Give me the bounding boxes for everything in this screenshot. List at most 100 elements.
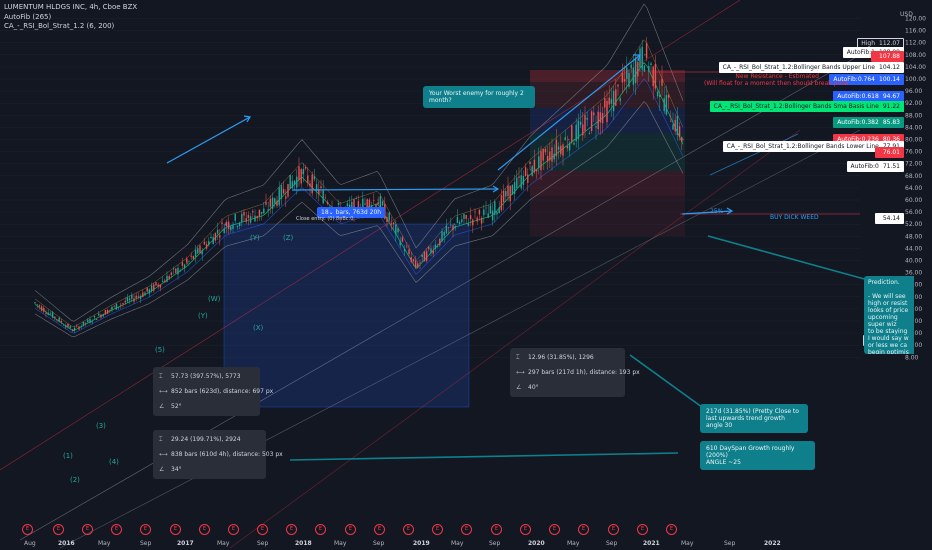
- earnings-icon[interactable]: E: [228, 524, 239, 535]
- measure-box[interactable]: ⌶ 57.73 (397.57%), 5773 ⟷ 852 bars (623d),…: [153, 367, 273, 416]
- price-tag-value: 80.36: [882, 135, 900, 143]
- arrow-drawing[interactable]: [497, 54, 641, 171]
- price-tick-label: 52.00: [905, 221, 922, 228]
- indicator-rsi-bol[interactable]: CA_-_RSI_Bol_Strat_1.2 (6, 200): [4, 22, 115, 30]
- time-tick-label: 2017: [177, 540, 194, 547]
- time-tick-label: Sep: [724, 540, 736, 547]
- resistance-note[interactable]: New Resistance - Estimated (Will float f…: [704, 73, 851, 87]
- date-range-box[interactable]: [224, 224, 469, 407]
- earnings-icon[interactable]: E: [53, 524, 64, 535]
- wave-label: (Y): [250, 234, 260, 242]
- callout-line: [707, 235, 869, 281]
- price-tag-value: 76.01: [882, 149, 900, 157]
- earnings-icon[interactable]: E: [578, 524, 589, 535]
- price-tag[interactable]: 76.01: [874, 147, 904, 159]
- earnings-icon[interactable]: E: [549, 524, 560, 535]
- earnings-icon[interactable]: E: [374, 524, 385, 535]
- price-tick-label: 44.00: [905, 245, 922, 252]
- earnings-icon[interactable]: E: [111, 524, 122, 535]
- wave-label: (Z): [283, 234, 294, 242]
- indicator-autofib[interactable]: AutoFib (265): [4, 13, 52, 21]
- prediction-note[interactable]: Prediction. - We will see high or resist…: [864, 276, 914, 354]
- earnings-icon[interactable]: E: [432, 524, 443, 535]
- price-tick-label: 120.00: [905, 16, 926, 23]
- earnings-icon[interactable]: E: [22, 524, 33, 535]
- price-tag-label: CA_-_RSI_Bol_Strat_1.2:Bollinger Bands U…: [722, 64, 875, 72]
- price-tag[interactable]: AutoFib:0.764 100.14: [829, 74, 904, 86]
- price-tag[interactable]: AutoFib:0 71.51: [846, 160, 904, 172]
- price-tag[interactable]: CA_-_RSI_Bol_Strat_1.2:Bollinger Bands U…: [718, 62, 904, 74]
- data-point: [72, 329, 74, 331]
- earnings-icon[interactable]: E: [199, 524, 210, 535]
- earnings-icon[interactable]: E: [637, 524, 648, 535]
- price-range-icon: ⌶: [159, 373, 163, 380]
- earnings-icon[interactable]: E: [257, 524, 268, 535]
- data-point: [644, 54, 646, 56]
- price-tag-value: 104.12: [879, 64, 900, 72]
- angle-icon: ∠: [159, 403, 165, 410]
- range-close-label: Close entry: (0) 8nBc:0: [296, 216, 354, 222]
- earnings-icon[interactable]: E: [140, 524, 151, 535]
- time-tick-label: May: [217, 540, 230, 547]
- data-point: [682, 138, 684, 141]
- callout-line: [629, 354, 707, 411]
- pct-label: 25%: [710, 208, 724, 215]
- trend-line[interactable]: [229, 129, 801, 549]
- price-tick-label: 56.00: [905, 209, 922, 216]
- time-tick-label: May: [567, 540, 580, 547]
- price-tag[interactable]: 107.88: [871, 50, 904, 62]
- earnings-icon[interactable]: E: [666, 524, 677, 535]
- earnings-icon[interactable]: E: [491, 524, 502, 535]
- earnings-icon[interactable]: E: [170, 524, 181, 535]
- earnings-icon[interactable]: E: [345, 524, 356, 535]
- measure-box[interactable]: ⌶ 12.96 (31.85%), 1296 ⟷ 297 bars (217d 1h…: [510, 348, 640, 397]
- growth-610-note[interactable]: 610 DaySpan Growth roughly (200%) ANGLE …: [700, 441, 815, 470]
- data-point: [186, 262, 189, 265]
- arrow-drawing[interactable]: [166, 116, 251, 164]
- price-tick-label: 108.00: [905, 52, 926, 59]
- series-line: [34, 101, 684, 338]
- worst-enemy-note[interactable]: Your Worst enemy for roughly 2 month?: [423, 86, 535, 108]
- angle-icon: ∠: [516, 384, 522, 391]
- earnings-icon[interactable]: E: [461, 524, 472, 535]
- wave-label: (W): [208, 295, 221, 303]
- measure-box[interactable]: ⌶ 29.24 (199.71%), 2924 ⟷ 838 bars (610d 4…: [153, 430, 283, 479]
- data-point: [529, 168, 532, 171]
- earnings-icon[interactable]: E: [403, 524, 414, 535]
- earnings-icon[interactable]: E: [315, 524, 326, 535]
- earnings-icon[interactable]: E: [82, 524, 93, 535]
- measure-bars: 838 bars (610d 4h), distance: 503 px: [171, 451, 283, 458]
- buy-note[interactable]: BUY DICK WEED: [770, 214, 819, 221]
- measure-angle: 34°: [171, 466, 182, 473]
- price-tag-label: CA_-_RSI_Bol_Strat_1.2:Bollinger Bands L…: [726, 143, 879, 151]
- earnings-icon[interactable]: E: [286, 524, 297, 535]
- price-tick-label: 88.00: [905, 112, 922, 119]
- bars-range-icon: ⟷: [159, 451, 168, 458]
- trend-217-note[interactable]: 217d (31.85%) (Pretty Close to last upwa…: [700, 404, 808, 433]
- earnings-icon[interactable]: E: [608, 524, 619, 535]
- price-tick-label: 36.00: [905, 270, 922, 277]
- range-badge[interactable]: 18⌄ bars, 763d 20h: [317, 207, 386, 218]
- price-tick-label: 72.00: [905, 161, 922, 168]
- price-tag-value: 91.22: [882, 103, 900, 111]
- price-tag-value: 71.51: [882, 162, 900, 170]
- arrow-drawing[interactable]: [681, 210, 733, 215]
- price-tag[interactable]: AutoFib:0.618 94.67: [833, 90, 904, 102]
- price-tag-value: 77.91: [883, 142, 900, 151]
- wave-label: (5): [155, 346, 165, 354]
- earnings-icon[interactable]: E: [520, 524, 531, 535]
- arrow-drawing[interactable]: [291, 188, 499, 191]
- measure-angle: 52°: [171, 403, 182, 410]
- price-tag-label: AutoFib:0.236: [837, 135, 879, 143]
- price-tag[interactable]: AutoFib:0.382 85.83: [833, 117, 904, 129]
- price-tag[interactable]: CA_-_RSI_Bol_Strat_1.2:Bollinger Bands L…: [722, 141, 904, 153]
- measure-bars: 852 bars (623d), distance: 697 px: [171, 388, 274, 395]
- symbol-title[interactable]: LUMENTUM HLDGS INC, 4h, Cboe BZX: [4, 3, 138, 11]
- wave-label: (3): [96, 422, 106, 430]
- trend-line[interactable]: [0, 0, 741, 471]
- price-tag-label: AutoFib:0: [850, 162, 879, 170]
- time-tick-label: 2016: [58, 540, 75, 547]
- price-tag[interactable]: 54.14: [874, 213, 904, 225]
- price-tag[interactable]: CA_-_RSI_Bol_Strat_1.2:Bollinger Bands S…: [709, 101, 904, 113]
- price-tag-label: AutoFib:0.382: [837, 119, 879, 127]
